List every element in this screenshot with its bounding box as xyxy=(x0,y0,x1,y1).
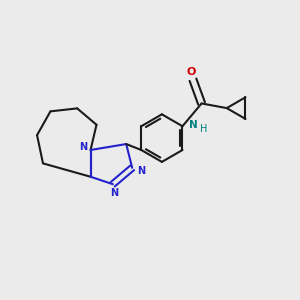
Text: H: H xyxy=(200,124,208,134)
Text: N: N xyxy=(188,120,197,130)
Text: N: N xyxy=(137,166,145,176)
Text: O: O xyxy=(187,67,196,77)
Text: N: N xyxy=(79,142,87,152)
Text: N: N xyxy=(110,188,118,198)
